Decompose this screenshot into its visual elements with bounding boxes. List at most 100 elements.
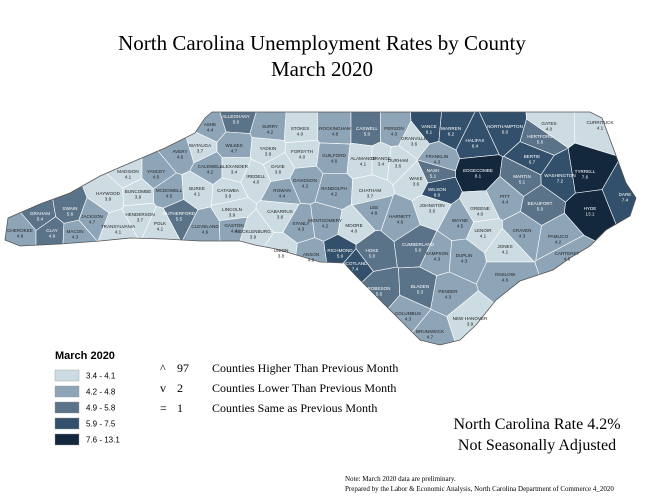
- county-rate: 4.2: [302, 184, 309, 189]
- adjustment-note: Not Seasonally Adjusted: [458, 437, 616, 454]
- change-symbol: v: [160, 381, 166, 395]
- county-rate: 3.8: [277, 215, 284, 220]
- county-name: CURRITUCK: [586, 120, 614, 125]
- county-rate: 5.5: [176, 217, 183, 222]
- county-rate: 4.0: [299, 155, 306, 160]
- county-rate: 4.6: [564, 257, 571, 262]
- change-summary: ^ 97 Counties Higher Than Previous Month v 2…: [160, 361, 398, 415]
- county-name: BRUNSWICK: [416, 329, 445, 334]
- county-rate: 5.6: [537, 140, 544, 145]
- county-rate: 4.1: [157, 227, 164, 232]
- county-rate: 5.9: [337, 254, 344, 259]
- county-rate: 5.1: [430, 174, 437, 179]
- county-name: BUNCOMBE: [125, 189, 152, 194]
- county-name: COLUMBUS: [395, 311, 421, 316]
- county-name: GRAHAM: [30, 211, 50, 216]
- county-rate: 4.3: [391, 132, 398, 137]
- county-rate: 6.4: [472, 144, 479, 149]
- county-rate: 6.0: [434, 193, 441, 198]
- county-name: AVERY: [172, 149, 187, 154]
- county-rate: 4.0: [297, 132, 304, 137]
- county-rate: 4.3: [434, 257, 441, 262]
- change-text: Counties Same as Previous Month: [212, 401, 377, 415]
- county-name: PITT: [500, 194, 510, 199]
- county-rate: 4.2: [267, 130, 274, 135]
- legend-label: 3.4 - 4.1: [86, 372, 116, 381]
- legend-label: 4.2 - 4.8: [86, 388, 116, 397]
- county-name: LINCOLN: [222, 207, 242, 212]
- county-name: ORANGE: [371, 156, 391, 161]
- county-rate: 6.7: [529, 160, 536, 165]
- county-rate: 4.6: [502, 278, 509, 283]
- county-rate: 3.6: [413, 182, 420, 187]
- county-rate: 4.1: [360, 162, 367, 167]
- county-rate: 3.6: [429, 209, 436, 214]
- county-name: ONSLOW: [495, 272, 516, 277]
- county-name: GREENE: [470, 206, 489, 211]
- county-name: CALDWELL: [198, 164, 223, 169]
- county-name: CARTERET: [555, 251, 580, 256]
- county-name: PENDER: [438, 289, 458, 294]
- county-rate: 4.9: [49, 234, 56, 239]
- county-rate: 4.1: [480, 234, 487, 239]
- county-name: CLAY: [46, 228, 58, 233]
- county-rate: 4.6: [177, 155, 184, 160]
- county-name: DAVIE: [271, 164, 284, 169]
- county-name: DAVIDSON: [293, 178, 317, 183]
- change-text: Counties Higher Than Previous Month: [212, 361, 398, 375]
- county-name: PAMLICO: [548, 234, 569, 239]
- county-rate: 4.4: [207, 128, 214, 133]
- county-name: DURHAM: [388, 158, 408, 163]
- county-name: NASH: [427, 168, 440, 173]
- county-rate: 4.5: [153, 175, 160, 180]
- county-rate: 3.9: [105, 197, 112, 202]
- county-rate: 3.7: [197, 149, 204, 154]
- county-rate: 4.4: [502, 200, 509, 205]
- county-name: TYRRELL: [575, 169, 596, 174]
- county-name: TRANSYLVANIA: [101, 224, 136, 229]
- county-rate: 5.0: [364, 132, 371, 137]
- county-rate: 4.3: [519, 234, 526, 239]
- county-name: GRANVILLE: [401, 136, 427, 141]
- county-name: WARREN: [441, 126, 461, 131]
- county-name: CLEVELAND: [191, 224, 219, 229]
- county-rate: 4.7: [89, 220, 96, 225]
- county-rate: 4.4: [279, 194, 286, 199]
- change-symbol: ^: [160, 361, 166, 375]
- county-name: NEW HANOVER: [453, 316, 488, 321]
- county-name: CHATHAM: [359, 188, 382, 193]
- change-count: 97: [177, 361, 189, 375]
- county-name: CUMBERLAND: [402, 242, 435, 247]
- county-rate: 4.6: [397, 220, 404, 225]
- county-rate: 3.9: [229, 213, 236, 218]
- county-rate: 4.2: [331, 192, 338, 197]
- county: [57, 219, 112, 345]
- county-rate: 7.4: [622, 198, 629, 203]
- county-rate: 4.0: [477, 212, 484, 217]
- county-name: LENOIR: [474, 228, 492, 233]
- county-rate: 3.6: [411, 142, 418, 147]
- county-rate: 4.0: [546, 127, 553, 132]
- county-name: HERTFORD: [527, 134, 553, 139]
- note: Prepared by the Labor & Economic Analysi…: [345, 485, 614, 493]
- county-name: MARTIN: [513, 174, 531, 179]
- county-name: MOORE: [345, 223, 362, 228]
- county-name: RANDOLPH: [321, 186, 347, 191]
- county-name: CRAVEN: [513, 228, 532, 233]
- change-count: 2: [177, 381, 183, 395]
- county-rate: 4.8: [17, 234, 24, 239]
- county-name: ALAMANCE: [350, 156, 375, 161]
- county-rate: 5.0: [369, 254, 376, 259]
- county-rate: 3.8: [275, 170, 282, 175]
- legend-label: 4.9 - 5.8: [86, 404, 116, 413]
- county-name: GUILFORD: [322, 153, 346, 158]
- county-name: SURRY: [262, 124, 278, 129]
- legend-swatch: [54, 385, 80, 398]
- county-name: MONTGOMERY: [308, 218, 342, 223]
- county-rate: 3.9: [225, 194, 232, 199]
- county-name: VANCE: [421, 124, 437, 129]
- county-rate: 3.9: [250, 235, 257, 240]
- county-name: JOHNSTON: [419, 203, 444, 208]
- county-name: FORSYTH: [291, 149, 313, 154]
- county-rate: 4.7: [231, 149, 238, 154]
